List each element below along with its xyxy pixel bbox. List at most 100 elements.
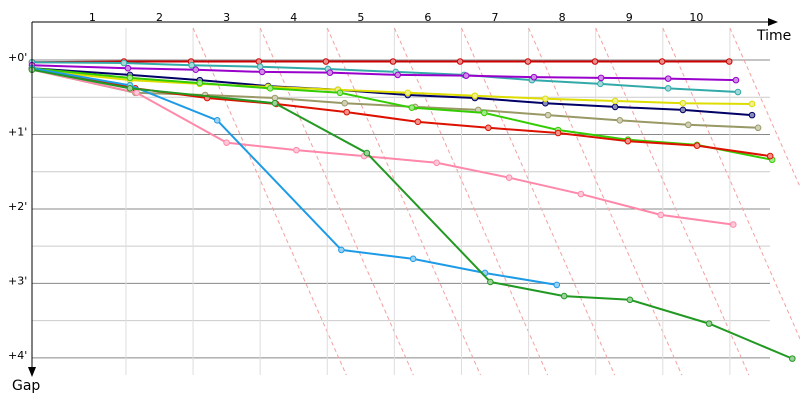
point (456, 58, 464, 65)
lap-diagonal (326, 27, 481, 376)
point (734, 88, 742, 96)
point (271, 99, 279, 107)
point (487, 278, 494, 286)
y-tick-label: +4' (8, 349, 27, 362)
point (409, 255, 417, 263)
point (266, 85, 274, 92)
point (729, 221, 737, 228)
x-tick-label: 6 (424, 11, 431, 24)
lap-diagonal (729, 27, 800, 188)
lap-diagonal (192, 27, 347, 376)
point (611, 97, 619, 105)
series-line (31, 67, 773, 161)
point (255, 58, 263, 65)
point (326, 69, 334, 76)
point (192, 66, 200, 73)
point (597, 74, 605, 82)
y-tick-label: +3' (8, 274, 27, 287)
point (544, 111, 552, 119)
y-tick-label: +2' (8, 200, 27, 213)
point (258, 68, 266, 76)
point (766, 152, 774, 160)
point (338, 246, 345, 254)
x-tick-label: 7 (492, 11, 499, 24)
point (223, 139, 230, 146)
point (133, 89, 140, 97)
y-tick-label: +0' (8, 51, 27, 64)
lap-diagonal (259, 27, 414, 376)
series-line (31, 68, 734, 226)
point (684, 121, 692, 129)
x-tick-label: 8 (559, 11, 566, 24)
point (658, 58, 666, 65)
point (505, 174, 513, 181)
lap-diagonal (461, 27, 616, 376)
point (394, 71, 402, 79)
point (213, 117, 221, 124)
point (471, 92, 479, 100)
point (693, 142, 701, 149)
lap-diagonal (662, 27, 800, 340)
point (404, 89, 412, 97)
point (626, 296, 634, 304)
point (524, 58, 532, 65)
series-line (31, 67, 557, 286)
point (754, 124, 762, 132)
lap-diagonal (528, 27, 683, 376)
point (414, 118, 422, 126)
point (616, 117, 624, 124)
point (789, 355, 796, 362)
point (664, 85, 672, 92)
x-tick-label: 10 (689, 11, 703, 24)
point (196, 79, 204, 87)
point (553, 281, 561, 289)
point (408, 104, 416, 111)
point (126, 74, 134, 82)
point (611, 103, 619, 111)
point (389, 58, 397, 65)
x-tick-label: 2 (156, 11, 163, 24)
point (188, 61, 196, 69)
y-tick-label: +1' (8, 125, 27, 138)
point (657, 211, 665, 219)
point (748, 111, 756, 119)
point (679, 99, 687, 107)
point (322, 58, 330, 65)
x-tick-label: 3 (223, 11, 230, 24)
x-tick-label: 4 (290, 11, 297, 24)
x-axis-label: Time (756, 28, 791, 44)
point (554, 129, 562, 137)
point (725, 58, 733, 65)
point (542, 95, 549, 103)
point (480, 109, 488, 117)
point (664, 75, 672, 82)
point (705, 320, 713, 327)
point (363, 149, 371, 157)
point (462, 72, 470, 79)
x-tick-label: 5 (357, 11, 364, 24)
point (597, 80, 604, 88)
x-tick-label: 1 (89, 11, 96, 24)
point (120, 59, 128, 67)
point (124, 64, 132, 72)
point (732, 76, 740, 84)
point (341, 99, 349, 107)
point (336, 89, 344, 97)
point (530, 73, 538, 81)
y-axis-label: Gap (12, 378, 40, 394)
series-line (31, 60, 730, 64)
point (293, 146, 300, 154)
point (560, 292, 568, 300)
point (577, 190, 585, 198)
point (748, 100, 756, 108)
lap-diagonal (393, 27, 549, 376)
point (126, 85, 134, 92)
plot (28, 58, 796, 362)
point (591, 58, 599, 65)
point (624, 137, 632, 145)
point (485, 124, 492, 132)
grid (32, 27, 800, 376)
point (679, 106, 687, 114)
point (433, 159, 440, 167)
